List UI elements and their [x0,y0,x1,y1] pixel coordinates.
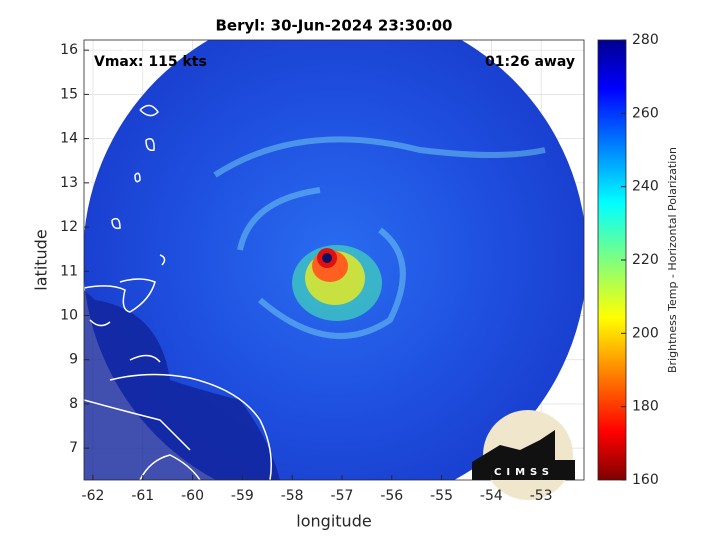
x-tick-label: -59 [231,488,254,504]
colorbar-tick-label: 260 [632,105,659,121]
logo: CIMSS [472,410,575,500]
y-tick-label: 15 [60,86,78,102]
x-tick-label: -62 [82,488,105,504]
logo-text: CIMSS [494,467,554,478]
colorbar-tick-label: 200 [632,325,659,341]
eye-center [322,253,333,264]
plot-frame [83,39,585,481]
annotation: 01:26 away [485,54,575,70]
logo-silhouette [472,430,575,480]
y-tick-label: 7 [69,440,78,456]
chart-title: Beryl: 30-Jun-2024 23:30:00 [216,17,453,35]
y-tick-label: 9 [69,352,78,368]
eye [292,245,383,322]
colorbar-label: Brightness Temp - Horizontal Polarizatio… [666,147,679,373]
x-tick-label: -60 [181,488,204,504]
colorbar-tick-label: 220 [632,252,659,268]
y-tick-label: 13 [60,175,78,191]
colorbar-tick-label: 280 [632,32,659,48]
rain-bands [213,136,546,339]
x-tick-label: -53 [530,488,553,504]
y-tick-label: 11 [60,263,78,279]
y-axis-label: latitude [32,229,51,290]
x-tick-label: -55 [430,488,453,504]
x-tick-label: -61 [131,488,154,504]
y-tick-label: 10 [60,307,78,323]
colorbar-tick-label: 180 [632,399,659,415]
y-tick-label: 14 [60,131,78,147]
x-tick-label: -56 [380,488,403,504]
annotation: Vmax: 115 kts [94,54,207,70]
colorbar-tick-label: 160 [632,472,659,488]
y-tick-label: 8 [69,396,78,412]
x-tick-label: -58 [281,488,304,504]
x-tick-label: -57 [331,488,354,504]
coastlines [84,47,272,480]
colorbar-tick-label: 240 [632,179,659,195]
land-shade [84,290,280,480]
map-layer [84,40,584,480]
x-axis-label: longitude [296,512,371,531]
y-tick-label: 12 [60,219,78,235]
x-tick-label: -54 [480,488,503,504]
y-tick-label: 16 [60,42,78,58]
